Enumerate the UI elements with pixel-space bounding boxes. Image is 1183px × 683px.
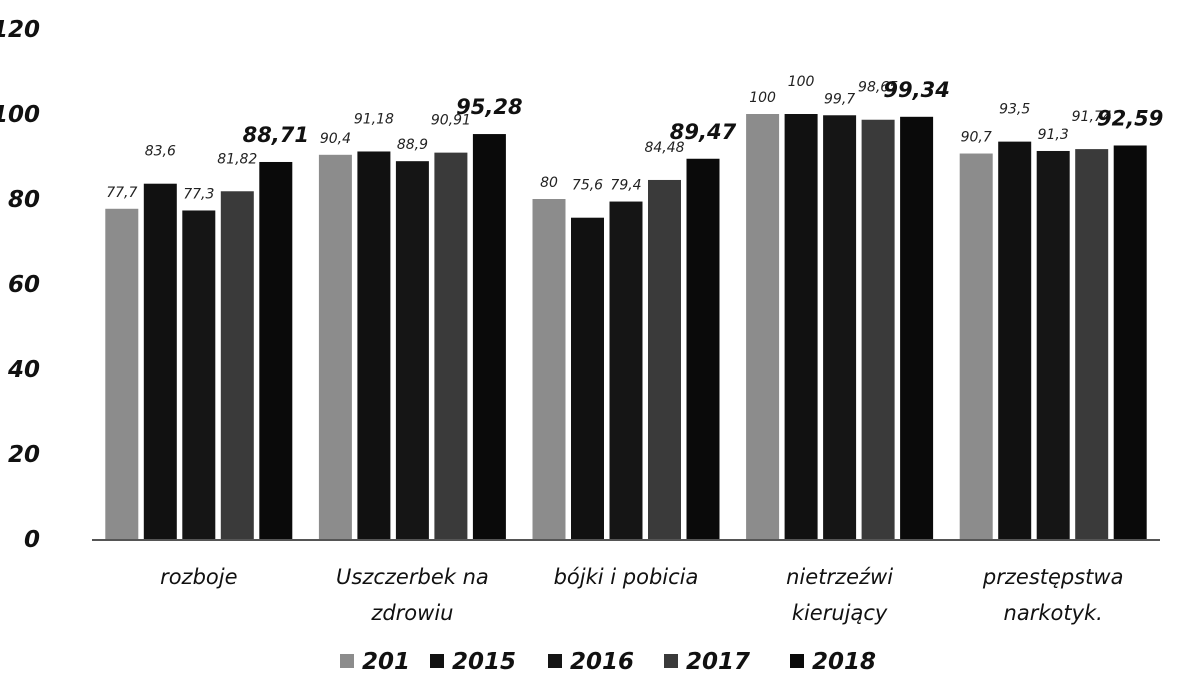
bar: [609, 201, 643, 540]
y-tick-label: 20: [8, 442, 40, 468]
data-label: 100: [788, 74, 815, 90]
y-tick-label: 60: [8, 272, 40, 298]
data-label: 75,6: [572, 178, 603, 194]
data-label: 91,74: [1072, 109, 1112, 125]
bar: [900, 116, 934, 540]
y-tick-label: 100: [0, 102, 40, 128]
data-label: 80: [540, 175, 558, 191]
bar: [571, 217, 604, 539]
data-label: 99,34: [883, 78, 949, 102]
bar: [318, 154, 352, 540]
data-label-group: 77,7 83,6 77,3 81,82 88,71 90,491,1888,990,91…: [106, 74, 1163, 202]
legend-swatch: [430, 654, 444, 668]
data-label: 88,71: [243, 123, 309, 147]
data-label: 93,5: [999, 102, 1030, 118]
legend-swatch: [340, 654, 354, 668]
data-label: 92,59: [1097, 106, 1163, 130]
bar: [648, 179, 681, 539]
data-label: 99,7: [824, 91, 855, 107]
bar: [1113, 145, 1147, 539]
y-tick-label: 0: [24, 527, 40, 553]
data-label: 90,7: [961, 130, 992, 146]
legend: 201 2015 2016 2017 2018: [340, 649, 876, 675]
bar: [686, 158, 720, 539]
bar: [861, 119, 895, 540]
legend-swatch: [790, 654, 804, 668]
bar: [395, 161, 429, 540]
bar: [532, 199, 566, 539]
bar: [959, 153, 993, 539]
x-category-label: Uszczerbek na zdrowiu: [336, 565, 489, 625]
legend-swatch: [664, 654, 678, 668]
data-label: 90,4: [320, 131, 351, 147]
data-label: 79,4: [610, 178, 641, 194]
data-label: 100: [749, 90, 776, 106]
bar: [220, 191, 254, 539]
bar: [472, 134, 506, 539]
data-label: 77,7: [106, 185, 137, 201]
x-category-label: nietrzeźwi kierujący: [786, 565, 893, 625]
data-label: 84,48: [644, 140, 684, 156]
legend-label: 201: [362, 649, 410, 675]
bar: [357, 151, 391, 540]
bar: [259, 161, 293, 540]
bar: [998, 141, 1032, 539]
x-category-label: bójki i pobicia: [554, 565, 699, 589]
data-label: 95,28: [456, 95, 522, 119]
y-tick-label: 40: [7, 357, 40, 383]
bar: [1036, 150, 1070, 539]
data-label: 91,18: [354, 111, 394, 127]
y-axis: 0 20 40 60 80 100 120: [0, 17, 40, 553]
y-tick-label: 80: [8, 187, 40, 213]
data-label: 81,82: [217, 151, 257, 167]
data-label: 77,3: [183, 186, 214, 202]
bar: [823, 115, 857, 540]
legend-label: 2018: [812, 649, 876, 675]
bar: [434, 152, 468, 539]
data-label: 90,91: [431, 113, 471, 129]
bar: [1075, 149, 1109, 540]
data-label: 91,3: [1038, 127, 1069, 143]
y-tick-label: 120: [0, 17, 40, 43]
bar: [143, 183, 177, 539]
legend-label: 2016: [570, 649, 634, 675]
legend-label: 2015: [452, 649, 516, 675]
bar-series-group: [105, 114, 1147, 540]
data-label: 83,6: [145, 144, 176, 160]
bar: [182, 210, 216, 539]
data-label: 98,65: [858, 80, 898, 96]
bar: [746, 114, 780, 539]
data-label: 88,9: [397, 137, 428, 153]
bar: [784, 114, 818, 539]
bar: [105, 208, 139, 539]
category-labels: rozboje Uszczerbek na zdrowiu bójki i pobic…: [160, 565, 1123, 625]
legend-swatch: [548, 654, 562, 668]
x-category-label: rozboje: [160, 565, 237, 589]
legend-label: 2017: [686, 649, 750, 675]
data-label: 89,47: [670, 120, 737, 144]
x-category-label: przestępstwa narkotyk.: [982, 565, 1124, 625]
